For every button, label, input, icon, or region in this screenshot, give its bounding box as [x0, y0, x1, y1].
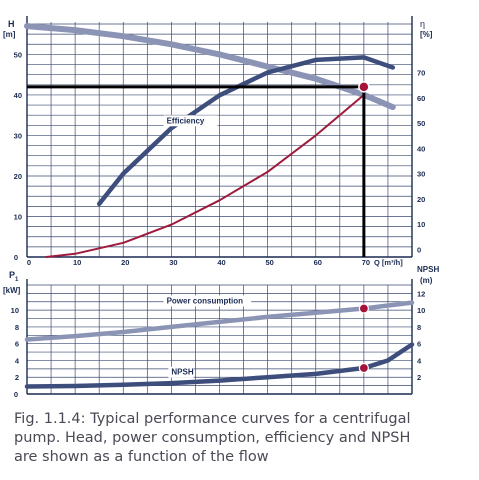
- power-tick-label: 6: [15, 340, 19, 349]
- caption-line-2: pump. Head, power consumption, efficienc…: [14, 430, 411, 446]
- npsh-curve: [24, 342, 415, 389]
- caption-line-3: are shown as a function of the flow: [14, 449, 269, 465]
- head-axis-symbol: H: [8, 19, 15, 29]
- npsh-tick-label: 12: [417, 289, 425, 298]
- efficiency-tick-label: 10: [417, 220, 425, 229]
- efficiency-tick-label: 50: [417, 119, 425, 128]
- flow-tick-label: 50: [265, 258, 273, 267]
- npsh-label: NPSH: [171, 368, 193, 377]
- power-tick-label: 10: [11, 306, 19, 315]
- efficiency-axis-symbol: η: [420, 19, 425, 29]
- power-axis-symbol: P1: [9, 270, 19, 283]
- flow-tick-label: 70: [362, 258, 370, 267]
- head-tick-label: 30: [14, 131, 22, 140]
- head-tick-label: 50: [14, 50, 22, 59]
- tick-label-bg: [7, 130, 23, 140]
- flow-tick-label: 0: [27, 258, 31, 267]
- npsh-tick-label: 4: [417, 356, 422, 365]
- efficiency-label: Efficiency: [167, 116, 205, 125]
- flow-axis-label: Q [m³/h]: [374, 258, 403, 267]
- power-tick-label: 4: [15, 356, 20, 365]
- efficiency-tick-label: 70: [417, 69, 425, 78]
- power-consumption-label-bg: [163, 295, 252, 307]
- power-curve-red: [45, 93, 365, 258]
- figure-caption: Fig. 1.1.4: Typical performance curves f…: [14, 410, 469, 467]
- npsh-tick-label: 2: [417, 373, 421, 382]
- efficiency-tick-label: 0: [417, 245, 421, 254]
- head-tick-label: 40: [14, 91, 22, 100]
- head-axis-unit: [m]: [3, 30, 16, 39]
- power-axis-unit: [kW]: [3, 286, 21, 295]
- efficiency-tick-label: 40: [417, 144, 425, 153]
- flow-tick-label: 20: [121, 258, 129, 267]
- npsh-axis-unit: (m): [420, 276, 433, 285]
- flow-tick-label: 30: [169, 258, 177, 267]
- head-tick-label: 20: [14, 172, 22, 181]
- power-tick-label: 2: [15, 373, 19, 382]
- npsh-axis-title: NPSH: [417, 265, 439, 274]
- tick-label-bg: [7, 211, 23, 221]
- power-tick-label: 0: [14, 390, 18, 399]
- efficiency-tick-label: 30: [417, 170, 425, 179]
- tick-label-bg: [7, 49, 23, 59]
- efficiency-tick-label: 20: [417, 195, 425, 204]
- efficiency-curve: [96, 55, 396, 207]
- tick-label-bg: [7, 89, 23, 99]
- npsh-label-bg: [168, 366, 194, 378]
- flow-tick-label: 60: [314, 258, 322, 267]
- efficiency-label-bg: [163, 115, 218, 127]
- head-tick-label: 10: [14, 212, 22, 221]
- flow-tick-label: 40: [217, 258, 225, 267]
- power-consumption-label: Power consumption: [167, 296, 244, 305]
- head-curve: [24, 23, 396, 111]
- npsh-tick-label: 10: [417, 306, 425, 315]
- flow-tick-label: 10: [73, 258, 81, 267]
- power-consumption-curve: [24, 300, 415, 342]
- head-tick-label: 0: [14, 253, 18, 262]
- npsh-tick-label: 8: [417, 323, 421, 332]
- tick-label-bg: [7, 170, 23, 180]
- npsh-tick-label: 6: [417, 340, 421, 349]
- power-operating-point-marker: [358, 303, 369, 314]
- npsh-operating-point-marker: [358, 362, 369, 374]
- power-tick-label: 8: [15, 323, 19, 332]
- operating-point-marker: [358, 81, 370, 93]
- efficiency-axis-unit: [%]: [420, 30, 433, 39]
- caption-line-1: Fig. 1.1.4: Typical performance curves f…: [14, 411, 411, 427]
- efficiency-tick-label: 60: [417, 94, 425, 103]
